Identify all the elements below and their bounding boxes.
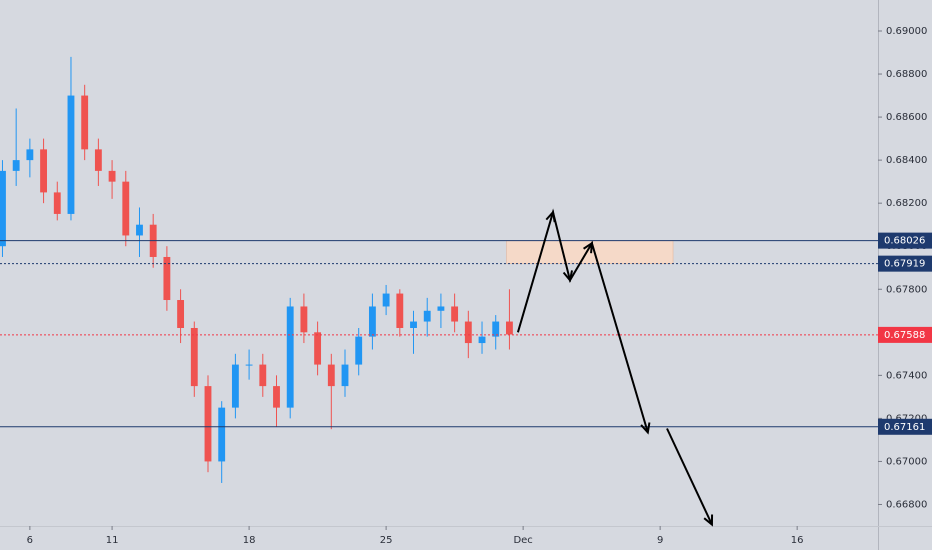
candle-body	[245, 364, 253, 366]
candle-body	[492, 321, 500, 337]
candle-body	[231, 364, 239, 408]
candle-body	[94, 149, 102, 171]
arrow-head	[583, 241, 594, 254]
candle-body	[204, 386, 212, 462]
y-tick-label: 0.67000	[886, 456, 927, 467]
candle-body	[341, 364, 349, 387]
arrow-head	[703, 514, 714, 527]
candle-body	[506, 321, 513, 335]
candle-body	[355, 336, 363, 365]
candle-body	[396, 293, 404, 328]
candle-body	[327, 364, 335, 387]
candle-body	[368, 306, 376, 337]
x-tick-label: 25	[380, 535, 393, 546]
y-tick-label: 0.67800	[886, 284, 927, 295]
x-tick-label: Dec	[513, 535, 532, 546]
candle-body	[451, 306, 459, 322]
candle-body	[300, 306, 308, 333]
level-label: 0.67588	[884, 330, 925, 341]
candle-body	[0, 170, 6, 247]
x-tick-label: 16	[791, 535, 804, 546]
arrow-head	[562, 270, 574, 283]
candle-body	[136, 224, 143, 236]
level-label-box	[878, 418, 932, 435]
level-label-box	[878, 255, 932, 272]
y-tick-label: 0.68200	[886, 198, 927, 209]
y-tick-label: 0.67400	[886, 370, 927, 381]
candle-body	[410, 321, 417, 328]
candle-body	[81, 95, 89, 150]
candle-body	[464, 321, 472, 344]
candle-body	[122, 181, 130, 236]
candle-body	[218, 407, 226, 462]
candle-body	[437, 306, 445, 311]
candle-body	[273, 386, 280, 408]
level-label-box	[878, 232, 932, 249]
y-tick-label: 0.68800	[886, 69, 927, 80]
y-tick-label: 0.66800	[886, 499, 927, 510]
candle-body	[67, 95, 75, 214]
y-tick-label: 0.68400	[886, 155, 927, 166]
x-tick-label: 9	[657, 535, 663, 546]
y-tick-label: 0.69000	[886, 26, 927, 37]
candle-body	[163, 256, 171, 301]
candle-body	[478, 336, 486, 344]
arrow-head	[545, 210, 556, 223]
candle-body	[40, 149, 47, 193]
candle-body	[26, 149, 34, 161]
candle-body	[382, 293, 390, 307]
x-tick-label: 18	[243, 535, 256, 546]
candle-body	[12, 160, 20, 171]
projection-path	[666, 428, 713, 525]
candle-body	[53, 192, 61, 214]
candle-body	[286, 306, 294, 408]
level-label: 0.67919	[884, 259, 925, 270]
level-label: 0.68026	[884, 236, 925, 247]
candle-body	[190, 327, 198, 387]
candle-body	[177, 300, 185, 328]
arrow-head	[640, 422, 651, 435]
candle-body	[108, 170, 116, 182]
candle-body	[259, 364, 267, 387]
y-tick-label: 0.68600	[886, 112, 927, 123]
level-label-box	[878, 326, 932, 343]
candle-body	[423, 310, 431, 322]
x-tick-label: 11	[106, 535, 119, 546]
x-tick-label: 6	[27, 535, 33, 546]
level-label: 0.67161	[884, 422, 925, 433]
candle-body	[314, 332, 322, 365]
